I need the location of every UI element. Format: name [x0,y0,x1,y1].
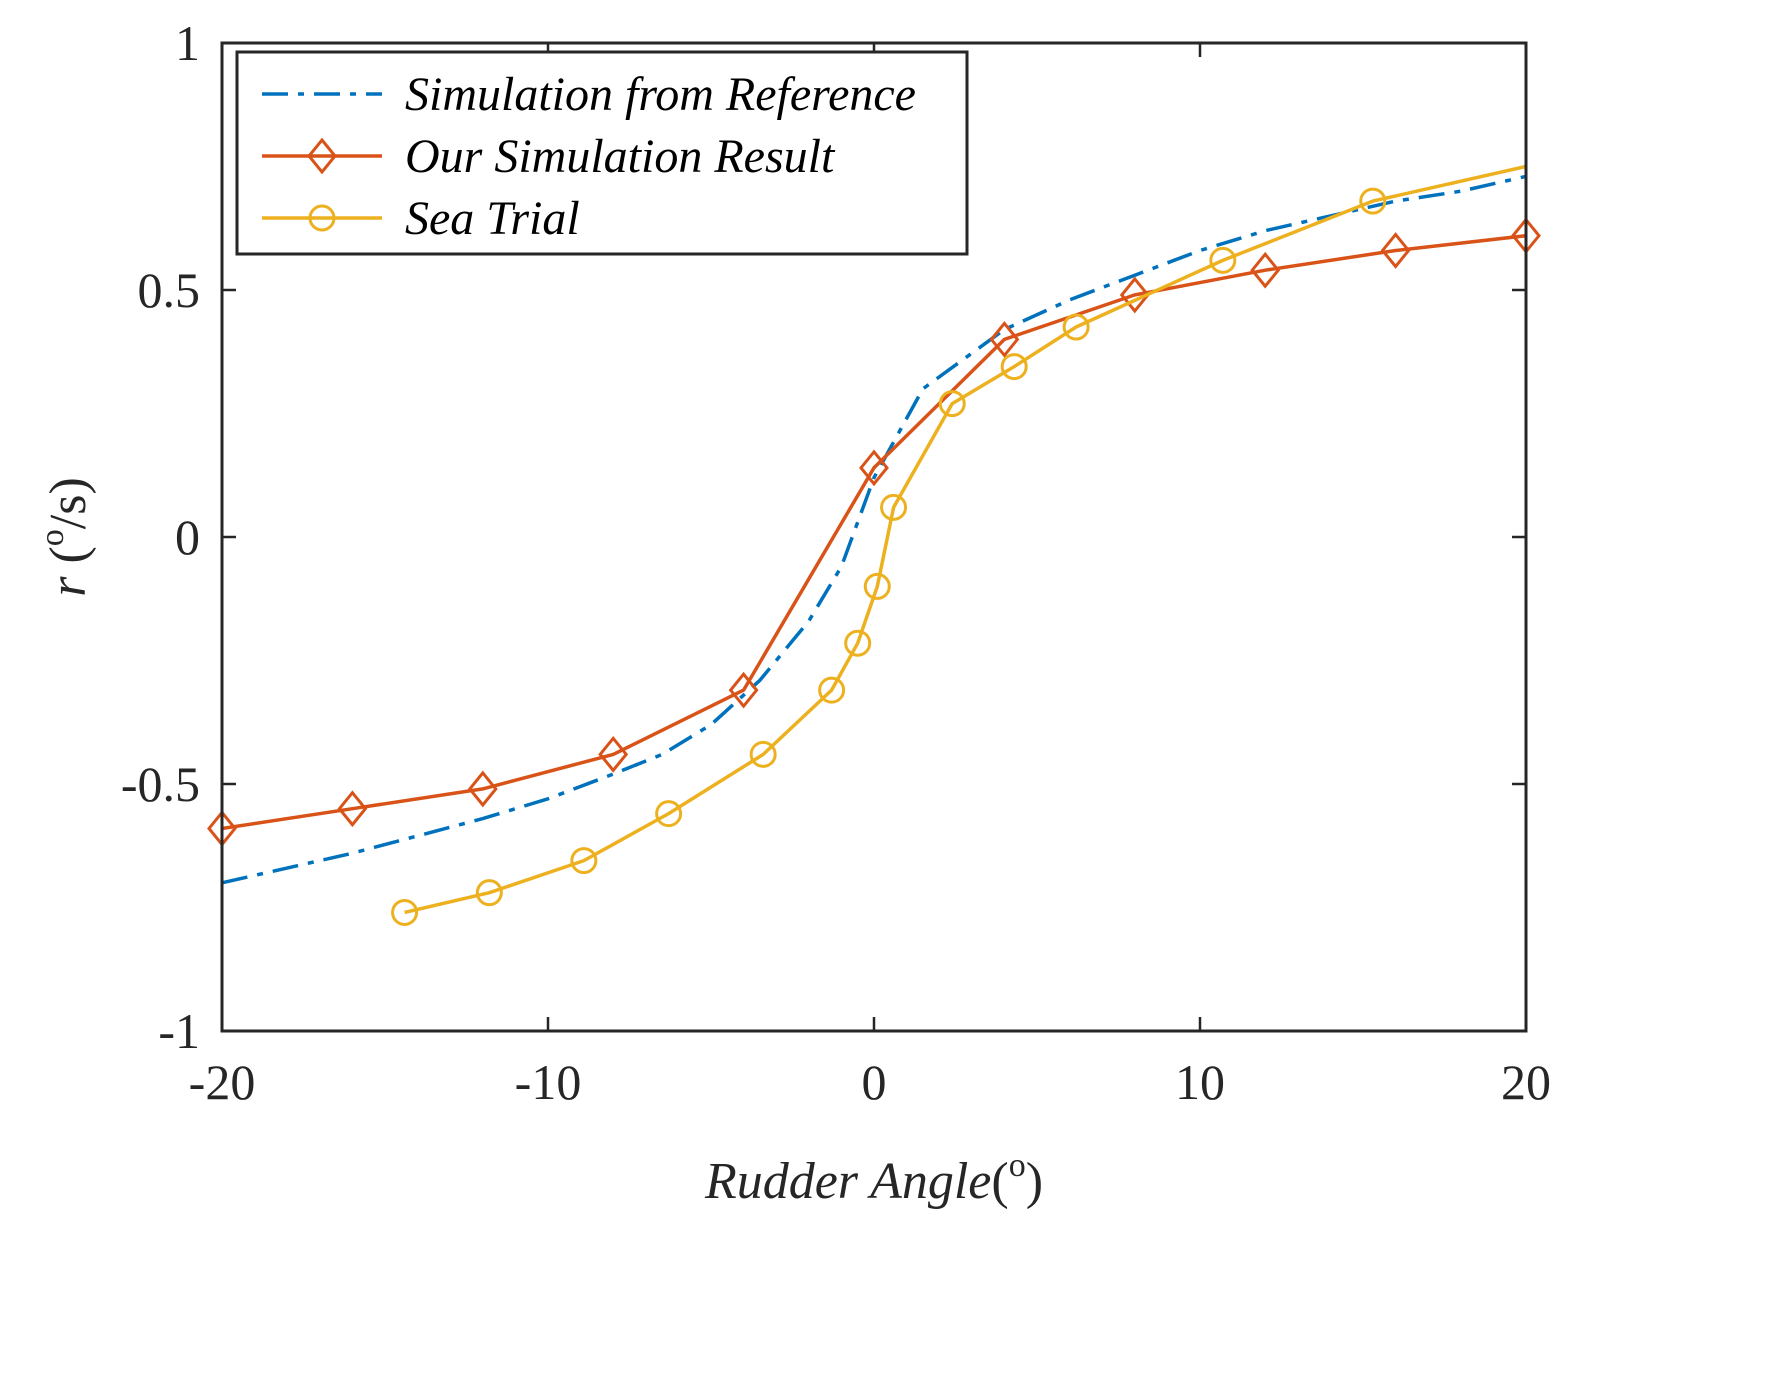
series-layer [207,164,1541,926]
series-line-2 [221,233,1527,831]
data-point [749,740,777,768]
x-axis-label: Rudder Angle(o) [704,1147,1043,1210]
legend-item: Our Simulation Result [262,130,836,183]
data-point [1000,353,1028,381]
data-point [391,898,419,926]
x-tick-label: -20 [189,1054,256,1110]
x-tick-label: -10 [515,1054,582,1110]
series-2 [207,217,1541,847]
data-point [570,847,598,875]
legend-marker [308,204,336,232]
data-point [467,770,498,808]
y-tick-label: -1 [158,1003,200,1059]
data-point [1209,246,1237,274]
series-line-3 [404,164,1527,915]
data-point [989,321,1020,358]
legend-label: Sea Trial [405,192,580,245]
series-1 [221,174,1527,885]
data-point [844,629,872,657]
data-point [1119,276,1150,314]
x-tick-label: 0 [862,1054,887,1110]
legend-item: Simulation from Reference [262,68,916,121]
legend-marker [307,137,337,175]
data-point [859,449,889,487]
x-tick-label: 10 [1175,1054,1225,1110]
axes-layer: -20 -10 0 10 20 -1 -0.5 0 0.5 1 [121,15,1551,1110]
y-axis-label-close: /s) [40,477,97,529]
y-tick-label: 1 [175,15,200,71]
legend-label: Our Simulation Result [405,130,836,183]
data-point [1062,313,1090,341]
data-point [728,671,759,709]
legend-label: Simulation from Reference [405,68,916,121]
data-point [863,572,891,600]
x-axis-label-close: ) [1026,1153,1043,1210]
x-axis-label-superscript: o [1009,1147,1026,1184]
legend-box [235,50,969,256]
x-tick-label: 20 [1501,1054,1551,1110]
x-axis-label-name: Rudder Angle [704,1153,991,1210]
legend-item: Sea Trial [262,192,580,245]
data-point [818,676,846,704]
legend: Simulation from Reference Our Simulation … [235,50,969,256]
data-point [655,800,683,828]
y-tick-label: 0 [175,509,200,565]
y-axis-label-superscript: o [34,529,71,546]
data-point [1380,232,1411,269]
data-point [1359,187,1387,215]
data-point [598,735,629,773]
series-3 [391,164,1527,926]
x-axis-label-open: ( [991,1153,1008,1210]
data-point [880,493,908,521]
y-tick-label: -0.5 [121,756,200,812]
y-axis-label-name: r [40,576,97,597]
y-axis-label: r (o/s) [34,477,97,597]
y-axis-label-open: ( [40,546,97,576]
data-point [475,879,503,907]
y-tick-label: 0.5 [138,262,201,318]
data-point [1250,251,1281,289]
data-point [938,390,966,418]
data-point [337,790,368,828]
series-line-1 [221,174,1527,885]
